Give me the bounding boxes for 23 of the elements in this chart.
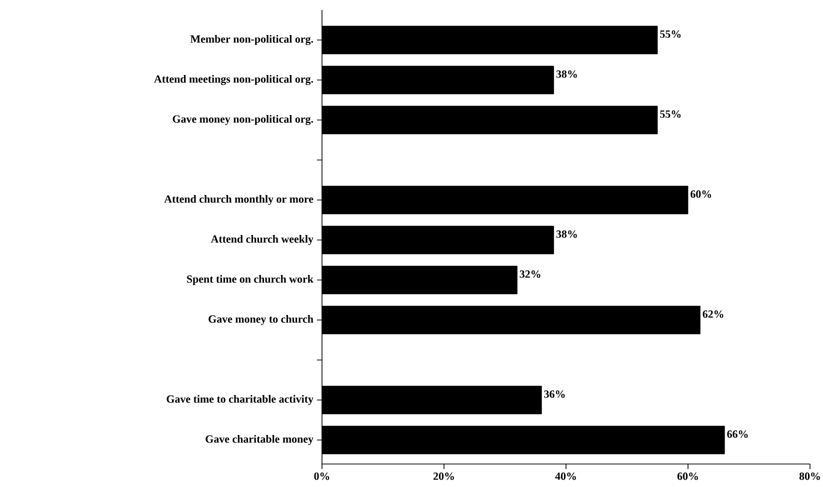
data-label: 38% [556, 230, 577, 238]
y-tick-label: Gave charitable money [206, 435, 314, 445]
y-tick-label: Spent time on church work [187, 275, 314, 285]
data-label: 32% [520, 270, 540, 278]
y-tick-label: Gave money to church [208, 315, 314, 325]
data-label: 60% [690, 190, 712, 198]
x-tick-label: 0% [314, 472, 330, 480]
data-label: 55% [660, 30, 681, 38]
y-tick-label: Gave time to charitable activity [166, 395, 314, 405]
data-label: 62% [702, 310, 724, 318]
data-label: 38% [556, 70, 577, 78]
y-tick-label: Attend meetings non-political org. [154, 75, 314, 86]
x-tick-label: 20% [433, 472, 454, 480]
y-tick-label: Member non-political org. [190, 35, 314, 46]
data-label: 36% [544, 390, 565, 398]
data-label: 55% [660, 110, 681, 118]
y-tick-label: Attend church weekly [210, 235, 314, 245]
y-tick-label: Gave money non-political org. [172, 115, 314, 126]
y-tick-label: Attend church monthly or more [164, 195, 314, 205]
x-tick-label: 40% [555, 472, 576, 480]
x-tick-label: 80% [799, 472, 820, 480]
data-label: 66% [727, 430, 748, 438]
x-tick-label: 60% [677, 472, 698, 480]
